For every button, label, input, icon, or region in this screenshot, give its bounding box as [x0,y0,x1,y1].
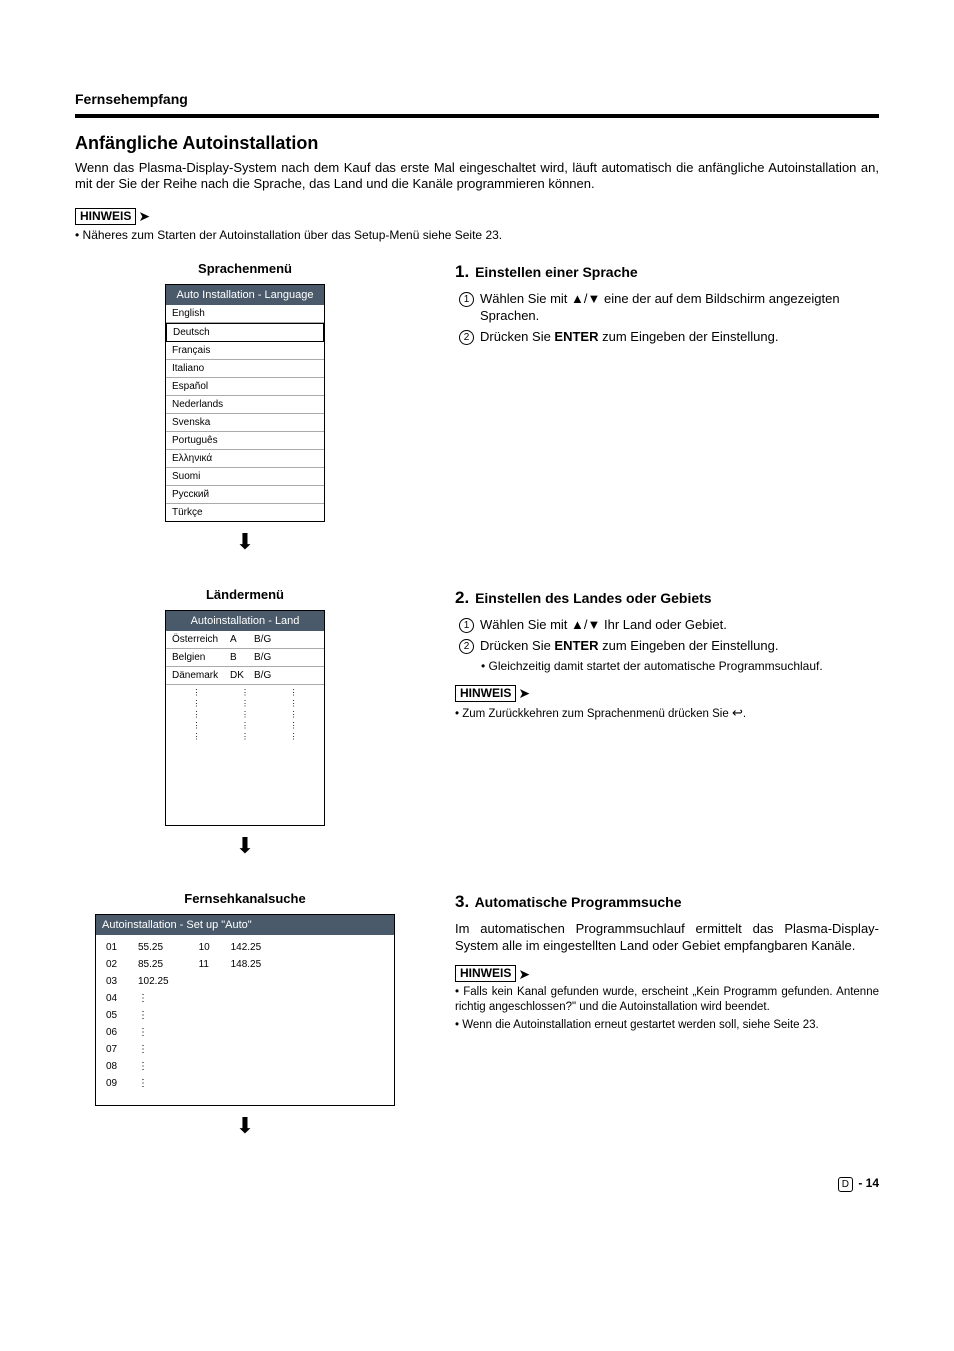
language-item[interactable]: Svenska [166,414,324,432]
block-channel: Fernsehkanalsuche Autoinstallation - Set… [75,891,879,1147]
language-item[interactable]: Deutsch [166,323,324,342]
channel-row: 06⋮ [106,1026,169,1039]
language-menu-header: Auto Installation - Language [166,285,324,305]
country-item[interactable]: DänemarkDKB/G [166,667,324,685]
circled-1-icon: 1 [459,618,474,633]
hinweis-row: HINWEIS ➤ [75,207,879,225]
circled-1-icon: 1 [459,292,474,307]
step1-panel: 1. Einstellen einer Sprache 1 Wählen Sie… [455,261,879,563]
channel-row: 05⋮ [106,1009,169,1022]
step3-para: Im automatischen Programmsuchlauf ermitt… [455,921,879,955]
top-note: • Näheres zum Starten der Autoinstallati… [75,228,879,244]
footer-page: - 14 [858,1176,879,1190]
language-item[interactable]: Русский [166,486,324,504]
step2-item2: 2 Drücken Sie ENTER zum Eingeben der Ein… [459,638,879,655]
step1-title-text: Einstellen einer Sprache [475,264,638,280]
arrow-down-icon: ⬇ [236,1112,254,1141]
step2-note: • Zum Zurückkehren zum Sprachenmenü drüc… [455,705,879,722]
step2-bullet: • Gleichzeitig damit startet der automat… [481,659,879,675]
arrow-right-icon: ➤ [518,965,530,983]
step2-title: 2. Einstellen des Landes oder Gebiets [455,587,879,609]
arrow-down-icon: ⬇ [236,832,254,861]
page-footer: D - 14 [75,1176,879,1192]
step2-panel: 2. Einstellen des Landes oder Gebiets 1 … [455,587,879,867]
arrow-right-icon: ➤ [138,207,150,225]
step2-item2-text: Drücken Sie ENTER zum Eingeben der Einst… [480,638,879,655]
channel-row: 11148.25 [199,958,262,971]
main-title: Anfängliche Autoinstallation [75,132,879,155]
step1-list: 1 Wählen Sie mit ▲/▼ eine der auf dem Bi… [459,291,879,346]
language-menu-panel: Sprachenmenü Auto Installation - Languag… [75,261,415,563]
channel-row: 07⋮ [106,1043,169,1056]
divider [75,114,879,118]
channel-col1: 0155.25 0285.25 03102.25 04⋮ 05⋮ 06⋮ 07⋮ 08⋮ 09⋮ [106,941,169,1099]
channel-body: 0155.25 0285.25 03102.25 04⋮ 05⋮ 06⋮ 07⋮ 08⋮ 09⋮… [96,935,394,1105]
step3-note2: • Wenn die Autoinstallation erneut gesta… [455,1018,879,1033]
language-item[interactable]: Español [166,378,324,396]
step1-item1-text: Wählen Sie mit ▲/▼ eine der auf dem Bild… [480,291,879,325]
step2-list: 1 Wählen Sie mit ▲/▼ Ihr Land oder Gebie… [459,617,879,674]
language-menu-title: Sprachenmenü [198,261,292,278]
footer-lang: D [838,1177,853,1192]
step1-num: 1. [455,262,469,281]
block-language: Sprachenmenü Auto Installation - Languag… [75,261,879,563]
step3-title: 3. Automatische Programmsuche [455,891,879,913]
channel-row: 10142.25 [199,941,262,954]
channel-row: 0155.25 [106,941,169,954]
step3-num: 3. [455,892,469,911]
country-menu-header: Autoinstallation - Land [166,611,324,631]
country-item[interactable]: BelgienBB/G [166,649,324,667]
channel-panel: Fernsehkanalsuche Autoinstallation - Set… [75,891,415,1147]
language-item[interactable]: Português [166,432,324,450]
arrow-down-icon: ⬇ [236,528,254,557]
hinweis-row: HINWEIS ➤ [455,684,879,702]
hinweis-label: HINWEIS [455,685,516,703]
intro-paragraph: Wenn das Plasma-Display-System nach dem … [75,160,879,194]
channel-row: 09⋮ [106,1077,169,1090]
return-icon [732,708,743,720]
language-item[interactable]: English [166,305,324,323]
step3-note1: • Falls kein Kanal gefunden wurde, ersch… [455,985,879,1015]
language-item[interactable]: Français [166,342,324,360]
country-menu-box: Autoinstallation - Land ÖsterreichAB/GBe… [165,610,325,826]
country-item[interactable]: ÖsterreichAB/G [166,631,324,649]
country-menu-panel: Ländermenü Autoinstallation - Land Öster… [75,587,415,867]
language-item[interactable]: Ελληνικά [166,450,324,468]
channel-row: 03102.25 [106,975,169,988]
language-item[interactable]: Suomi [166,468,324,486]
circled-2-icon: 2 [459,639,474,654]
step2-item1: 1 Wählen Sie mit ▲/▼ Ihr Land oder Gebie… [459,617,879,634]
section-header: Fernsehempfang [75,90,879,108]
language-item[interactable]: Nederlands [166,396,324,414]
circled-2-icon: 2 [459,330,474,345]
language-item[interactable]: Türkçe [166,504,324,521]
step3-title-text: Automatische Programmsuche [475,894,682,910]
block-country: Ländermenü Autoinstallation - Land Öster… [75,587,879,867]
channel-title: Fernsehkanalsuche [184,891,305,908]
hinweis-label: HINWEIS [75,208,136,226]
step2-title-text: Einstellen des Landes oder Gebiets [475,590,712,606]
hinweis-row: HINWEIS ➤ [455,965,879,983]
channel-row: 04⋮ [106,992,169,1005]
channel-col2: 10142.25 11148.25 [199,941,262,1099]
arrow-right-icon: ➤ [518,684,530,702]
country-dots: ⋮⋮⋮⋮⋮ ⋮⋮⋮⋮⋮ ⋮⋮⋮⋮⋮ [166,685,324,825]
language-item[interactable]: Italiano [166,360,324,378]
step3-panel: 3. Automatische Programmsuche Im automat… [455,891,879,1147]
step1-item1: 1 Wählen Sie mit ▲/▼ eine der auf dem Bi… [459,291,879,325]
channel-row: 0285.25 [106,958,169,971]
step2-num: 2. [455,588,469,607]
step1-item2-text: Drücken Sie ENTER zum Eingeben der Einst… [480,329,879,346]
channel-row: 08⋮ [106,1060,169,1073]
channel-header: Autoinstallation - Set up "Auto" [96,915,394,935]
country-menu-title: Ländermenü [206,587,284,604]
step1-title: 1. Einstellen einer Sprache [455,261,879,283]
step1-item2: 2 Drücken Sie ENTER zum Eingeben der Ein… [459,329,879,346]
channel-box: Autoinstallation - Set up "Auto" 0155.25… [95,914,395,1106]
step2-item1-text: Wählen Sie mit ▲/▼ Ihr Land oder Gebiet. [480,617,879,634]
language-menu-box: Auto Installation - Language EnglishDeut… [165,284,325,522]
hinweis-label: HINWEIS [455,965,516,983]
